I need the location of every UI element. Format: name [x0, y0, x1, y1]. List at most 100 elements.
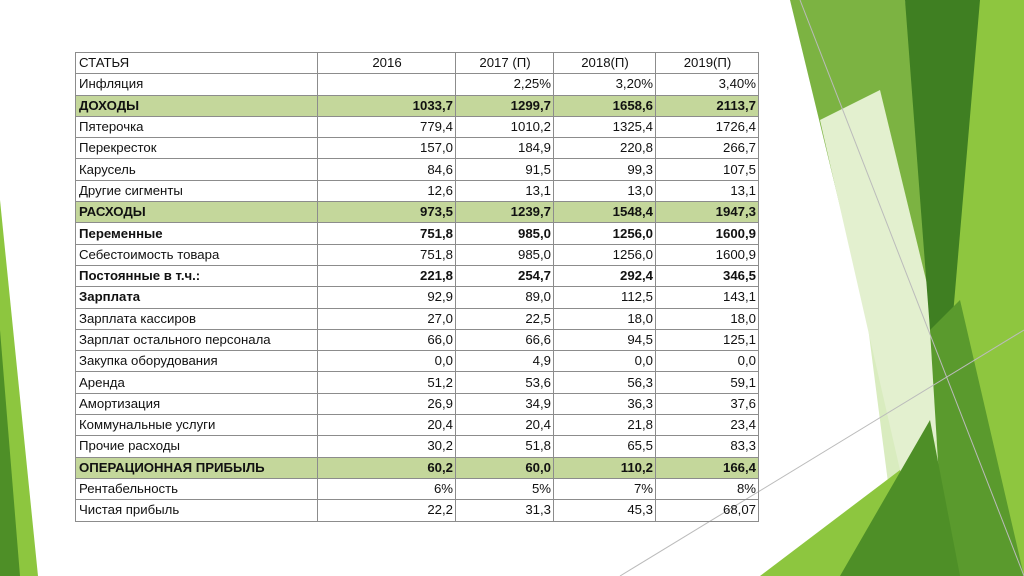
table-row: Постоянные в т.ч.: 221,8 254,7 292,4 346,5 [75, 264, 759, 288]
value-cell: 56,3 [553, 371, 656, 394]
value-cell: 66,6 [455, 328, 554, 352]
table-body: СТАТЬЯ 2016 2017 (П) 2018(П) 2019(П) Инф… [75, 51, 759, 522]
value-cell: 1548,4 [553, 201, 656, 224]
value-cell: 60,2 [317, 456, 456, 479]
value-cell: 84,6 [317, 158, 456, 181]
row-label: Чистая прибыль [75, 499, 318, 522]
value-cell: 1947,3 [655, 201, 759, 224]
value-cell: 22,5 [455, 307, 554, 330]
table-row: Зарплата кассиров 27,0 22,5 18,0 18,0 [75, 307, 759, 330]
value-cell: 143,1 [655, 286, 759, 309]
table-row: Себестоимость товара 751,8 985,0 1256,0 1600… [75, 243, 759, 266]
header-cell-2018: 2018(П) [553, 51, 656, 75]
value-cell: 91,5 [455, 158, 554, 181]
table-row: РАСХОДЫ 973,5 1239,7 1548,4 1947,3 [75, 201, 759, 224]
value-cell: 34,9 [455, 392, 554, 416]
value-cell: 66,0 [317, 328, 456, 352]
value-cell: 1726,4 [655, 115, 759, 139]
row-label: Пятерочка [75, 115, 318, 139]
value-cell: 292,4 [553, 264, 656, 288]
value-cell: 45,3 [553, 499, 656, 522]
value-cell: 779,4 [317, 115, 456, 139]
value-cell: 2,25% [455, 73, 554, 96]
table-row: ДОХОДЫ 1033,7 1299,7 1658,6 2113,7 [75, 94, 759, 117]
value-cell: 83,3 [655, 435, 759, 458]
table-row: ОПЕРАЦИОННАЯ ПРИБЫЛЬ 60,2 60,0 110,2 166,4 [75, 456, 759, 479]
row-label: Аренда [75, 371, 318, 394]
header-cell-2017: 2017 (П) [455, 51, 554, 75]
value-cell: 751,8 [317, 222, 456, 245]
value-cell: 157,0 [317, 137, 456, 160]
value-cell: 985,0 [455, 243, 554, 266]
row-label: Постоянные в т.ч.: [75, 264, 318, 288]
value-cell: 221,8 [317, 264, 456, 288]
value-cell: 68,07 [655, 499, 759, 522]
value-cell: 59,1 [655, 371, 759, 394]
row-label: ДОХОДЫ [75, 94, 318, 117]
value-cell: 266,7 [655, 137, 759, 160]
value-cell: 0,0 [655, 350, 759, 373]
value-cell: 23,4 [655, 414, 759, 437]
row-label: Закупка оборудования [75, 350, 318, 373]
bg-shape-pale [820, 90, 960, 470]
row-label: Карусель [75, 158, 318, 181]
table-row: Зарплата 92,9 89,0 112,5 143,1 [75, 286, 759, 309]
value-cell: 89,0 [455, 286, 554, 309]
value-cell: 6% [317, 477, 456, 501]
row-label: Зарплат остального персонала [75, 328, 318, 352]
value-cell [317, 73, 456, 96]
value-cell: 7% [553, 477, 656, 501]
value-cell: 1239,7 [455, 201, 554, 224]
value-cell: 36,3 [553, 392, 656, 416]
value-cell: 3,40% [655, 73, 759, 96]
value-cell: 30,2 [317, 435, 456, 458]
value-cell: 346,5 [655, 264, 759, 288]
row-label: Прочие расходы [75, 435, 318, 458]
value-cell: 53,6 [455, 371, 554, 394]
value-cell: 1010,2 [455, 115, 554, 139]
table-row: Пятерочка 779,4 1010,2 1325,4 1726,4 [75, 115, 759, 139]
value-cell: 51,8 [455, 435, 554, 458]
value-cell: 1256,0 [553, 222, 656, 245]
value-cell: 18,0 [553, 307, 656, 330]
value-cell: 18,0 [655, 307, 759, 330]
value-cell: 1256,0 [553, 243, 656, 266]
table-row: Переменные 751,8 985,0 1256,0 1600,9 [75, 222, 759, 245]
value-cell: 751,8 [317, 243, 456, 266]
row-label: Зарплата кассиров [75, 307, 318, 330]
header-cell-article: СТАТЬЯ [75, 51, 318, 75]
value-cell: 65,5 [553, 435, 656, 458]
value-cell: 13,0 [553, 179, 656, 203]
value-cell: 13,1 [455, 179, 554, 203]
value-cell: 184,9 [455, 137, 554, 160]
header-cell-2019: 2019(П) [655, 51, 759, 75]
value-cell: 220,8 [553, 137, 656, 160]
value-cell: 1600,9 [655, 243, 759, 266]
row-label: Зарплата [75, 286, 318, 309]
row-label: Переменные [75, 222, 318, 245]
value-cell: 973,5 [317, 201, 456, 224]
value-cell: 92,9 [317, 286, 456, 309]
value-cell: 13,1 [655, 179, 759, 203]
value-cell: 27,0 [317, 307, 456, 330]
value-cell: 12,6 [317, 179, 456, 203]
row-label: Амортизация [75, 392, 318, 416]
value-cell: 60,0 [455, 456, 554, 479]
value-cell: 21,8 [553, 414, 656, 437]
value-cell: 254,7 [455, 264, 554, 288]
value-cell: 4,9 [455, 350, 554, 373]
bg-shape-bottom-dark [840, 420, 960, 576]
value-cell: 107,5 [655, 158, 759, 181]
row-label: РАСХОДЫ [75, 201, 318, 224]
table-row: Зарплат остального персонала 66,0 66,6 94,5… [75, 328, 759, 352]
value-cell: 20,4 [317, 414, 456, 437]
value-cell: 20,4 [455, 414, 554, 437]
row-label: Перекресток [75, 137, 318, 160]
value-cell: 26,9 [317, 392, 456, 416]
value-cell: 0,0 [553, 350, 656, 373]
value-cell: 125,1 [655, 328, 759, 352]
value-cell: 37,6 [655, 392, 759, 416]
value-cell: 166,4 [655, 456, 759, 479]
table-row: Прочие расходы 30,2 51,8 65,5 83,3 [75, 435, 759, 458]
